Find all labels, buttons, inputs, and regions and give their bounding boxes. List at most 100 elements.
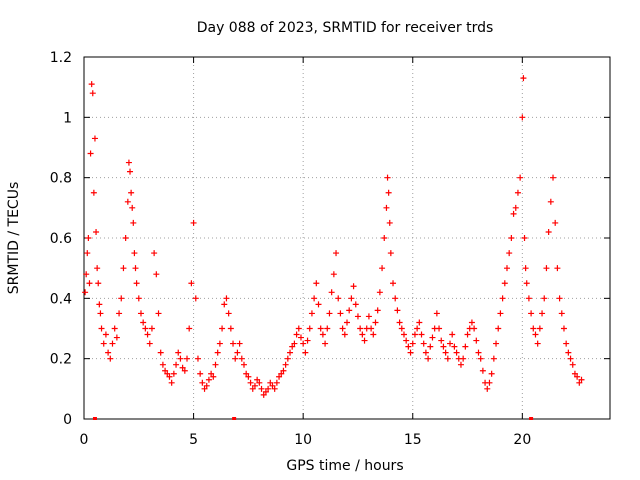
data-point — [184, 355, 191, 362]
data-point — [506, 250, 513, 257]
data-point — [444, 355, 451, 362]
baseline-marker — [232, 417, 237, 420]
data-point — [414, 325, 421, 332]
data-point — [216, 340, 223, 347]
data-point — [254, 376, 261, 383]
data-point — [140, 319, 147, 326]
data-point — [552, 219, 559, 226]
data-point — [554, 265, 561, 272]
data-point — [315, 301, 322, 308]
data-points — [82, 75, 585, 420]
data-point — [379, 265, 386, 272]
data-point — [528, 310, 535, 317]
y-tick-label: 0.4 — [50, 291, 72, 307]
data-point — [113, 334, 120, 341]
data-point — [411, 331, 418, 338]
data-point — [201, 385, 208, 392]
data-point — [440, 343, 447, 350]
data-point — [88, 81, 95, 88]
data-point — [387, 250, 394, 257]
data-point — [148, 325, 155, 332]
data-point — [462, 343, 469, 350]
data-point — [130, 219, 137, 226]
data-point — [341, 331, 348, 338]
data-point — [232, 355, 239, 362]
data-point — [418, 331, 425, 338]
data-point — [556, 295, 563, 302]
data-point — [146, 340, 153, 347]
baseline-marker — [92, 417, 97, 420]
data-point — [89, 90, 96, 97]
data-point — [142, 325, 149, 332]
data-point — [368, 325, 375, 332]
data-point — [348, 295, 355, 302]
data-point — [493, 340, 500, 347]
x-tick-label: 15 — [404, 432, 422, 448]
data-point — [95, 280, 102, 287]
data-point — [247, 379, 254, 386]
data-point — [260, 391, 267, 398]
data-point — [230, 340, 237, 347]
data-point — [565, 349, 572, 356]
data-point — [534, 340, 541, 347]
y-axis-label: SRMTID / TECUs — [6, 182, 22, 295]
data-point — [144, 331, 151, 338]
data-point — [137, 310, 144, 317]
data-point — [522, 265, 529, 272]
data-point — [304, 337, 311, 344]
data-point — [354, 313, 361, 320]
data-point — [96, 301, 103, 308]
data-point — [392, 295, 399, 302]
data-point — [532, 331, 539, 338]
data-point — [97, 310, 104, 317]
data-point — [578, 376, 585, 383]
data-point — [477, 355, 484, 362]
data-point — [436, 325, 443, 332]
data-point — [403, 337, 410, 344]
data-point — [319, 331, 326, 338]
data-point — [280, 367, 287, 374]
data-point — [223, 295, 230, 302]
data-point — [212, 361, 219, 368]
data-point — [337, 310, 344, 317]
data-point — [571, 370, 578, 377]
data-point — [227, 325, 234, 332]
data-point — [438, 337, 445, 344]
baseline-marker — [529, 417, 534, 420]
data-point — [457, 361, 464, 368]
data-point — [102, 331, 109, 338]
data-point — [116, 310, 123, 317]
data-point — [225, 310, 232, 317]
data-point — [190, 219, 197, 226]
data-point — [153, 271, 160, 278]
data-point — [339, 325, 346, 332]
y-tick-label: 0.6 — [50, 231, 72, 247]
data-point — [85, 235, 92, 241]
data-point — [284, 355, 291, 362]
data-point — [449, 331, 456, 338]
data-point — [574, 373, 581, 380]
y-tick-label: 0.8 — [50, 171, 72, 187]
data-point — [234, 349, 241, 356]
data-point — [127, 168, 134, 175]
y-tick-label: 1.2 — [50, 50, 72, 66]
data-point — [262, 388, 269, 395]
data-point — [503, 265, 510, 272]
data-point — [105, 349, 112, 356]
data-point — [210, 373, 217, 380]
data-point — [543, 265, 550, 272]
data-point — [394, 307, 401, 314]
data-point — [451, 343, 458, 350]
data-point — [282, 361, 289, 368]
data-point — [514, 189, 521, 196]
data-point — [374, 307, 381, 314]
data-point — [251, 382, 258, 389]
data-point — [523, 280, 530, 287]
data-point — [422, 349, 429, 356]
data-point — [372, 319, 379, 326]
data-point — [499, 295, 506, 302]
data-point — [335, 295, 342, 302]
data-point — [525, 295, 532, 302]
data-point — [495, 325, 502, 332]
data-point — [93, 228, 100, 235]
